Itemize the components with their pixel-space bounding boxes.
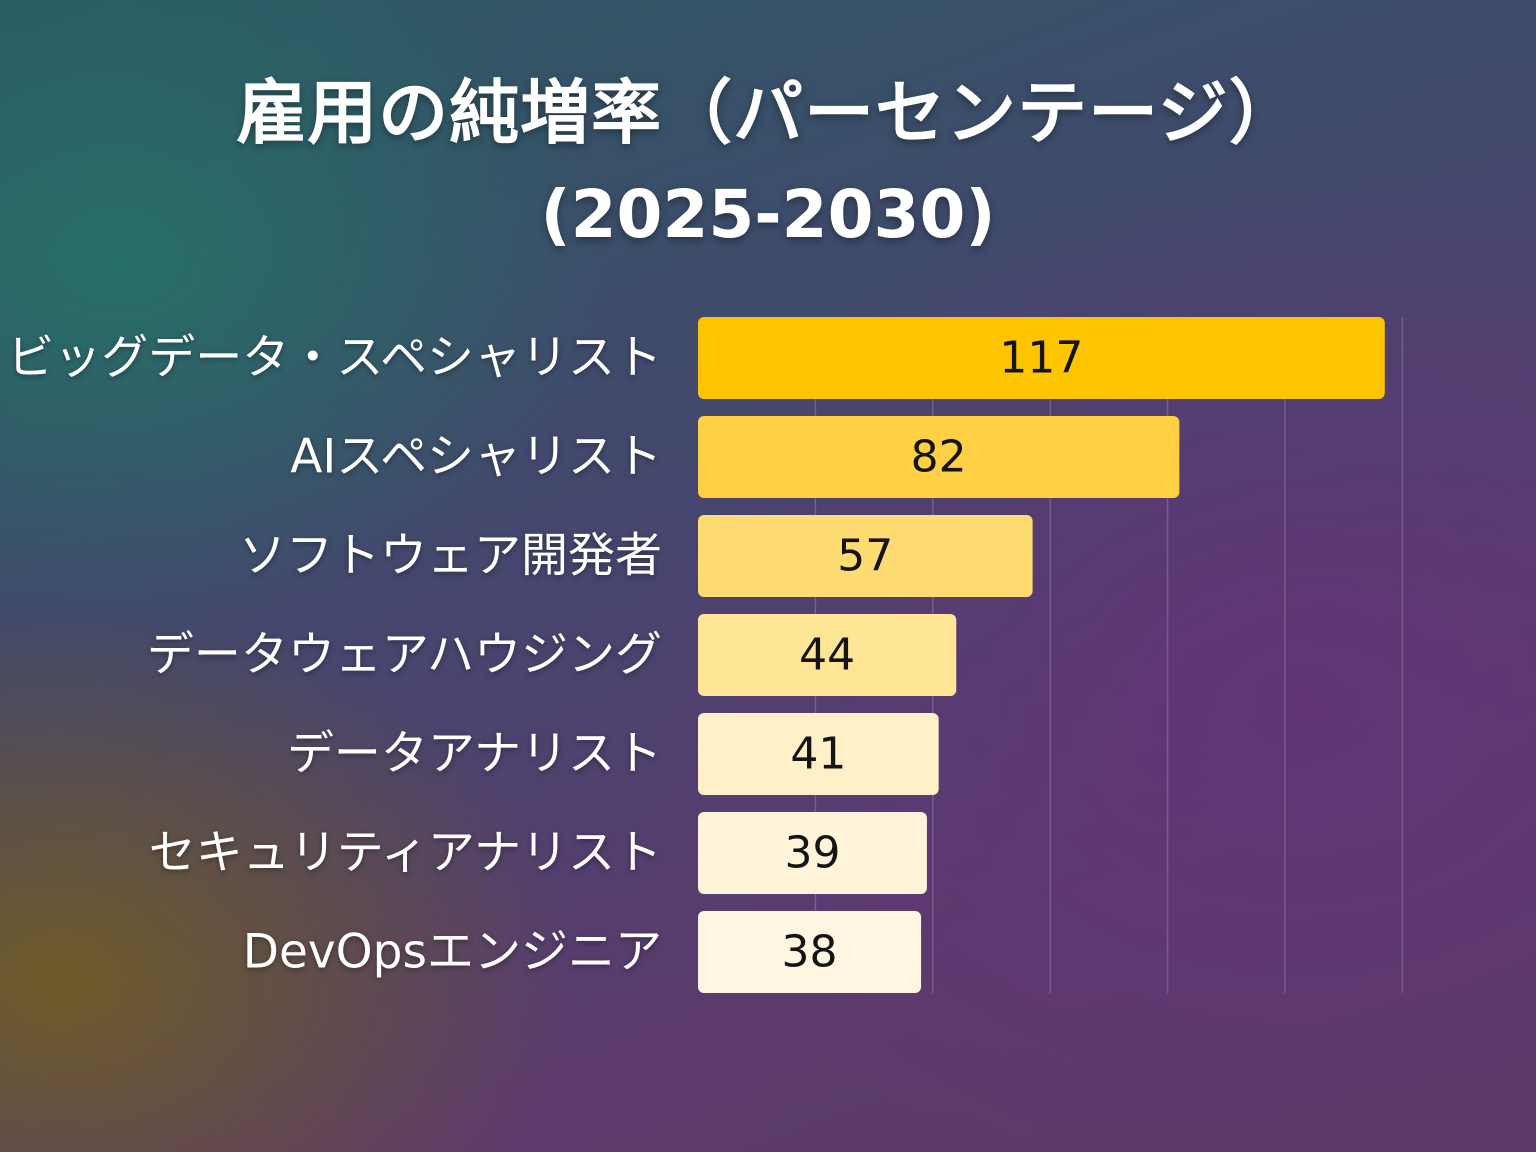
bar bbox=[698, 812, 927, 894]
chart-title-line-2: (2025-2030) bbox=[540, 176, 996, 253]
chart-title-line-1: 雇用の純増率（パーセンテージ） bbox=[236, 72, 1300, 154]
bar-value-label: 57 bbox=[837, 531, 893, 582]
bar-value-label: 82 bbox=[911, 432, 967, 483]
chart-title: 雇用の純増率（パーセンテージ） (2025-2030) bbox=[0, 62, 1536, 266]
bar bbox=[698, 614, 957, 696]
category-label: DevOpsエンジニア bbox=[243, 925, 662, 980]
bar bbox=[698, 416, 1180, 498]
bar-value-label: 39 bbox=[784, 828, 840, 879]
bar-value-label: 117 bbox=[999, 333, 1083, 384]
category-label: データアナリスト bbox=[287, 727, 662, 782]
category-label: ソフトウェア開発者 bbox=[239, 529, 662, 584]
bar bbox=[698, 713, 939, 795]
bar bbox=[698, 911, 922, 993]
bar bbox=[698, 515, 1033, 597]
bar-value-label: 41 bbox=[790, 729, 846, 780]
category-labels: ビッグデータ・スペシャリスト AIスペシャリストソフトウェア開発者データウェアハウ… bbox=[7, 331, 662, 980]
bar-value-label: 44 bbox=[799, 630, 855, 681]
category-label: AIスペシャリスト bbox=[290, 430, 662, 485]
category-label: ビッグデータ・スペシャリスト bbox=[7, 331, 662, 386]
bars: 117 82 57 44 41 39 38 bbox=[698, 317, 1385, 993]
category-label: セキュリティアナリスト bbox=[149, 826, 662, 881]
bar-value-label: 38 bbox=[782, 927, 838, 978]
bar bbox=[698, 317, 1385, 399]
category-label: データウェアハウジング bbox=[147, 628, 662, 683]
